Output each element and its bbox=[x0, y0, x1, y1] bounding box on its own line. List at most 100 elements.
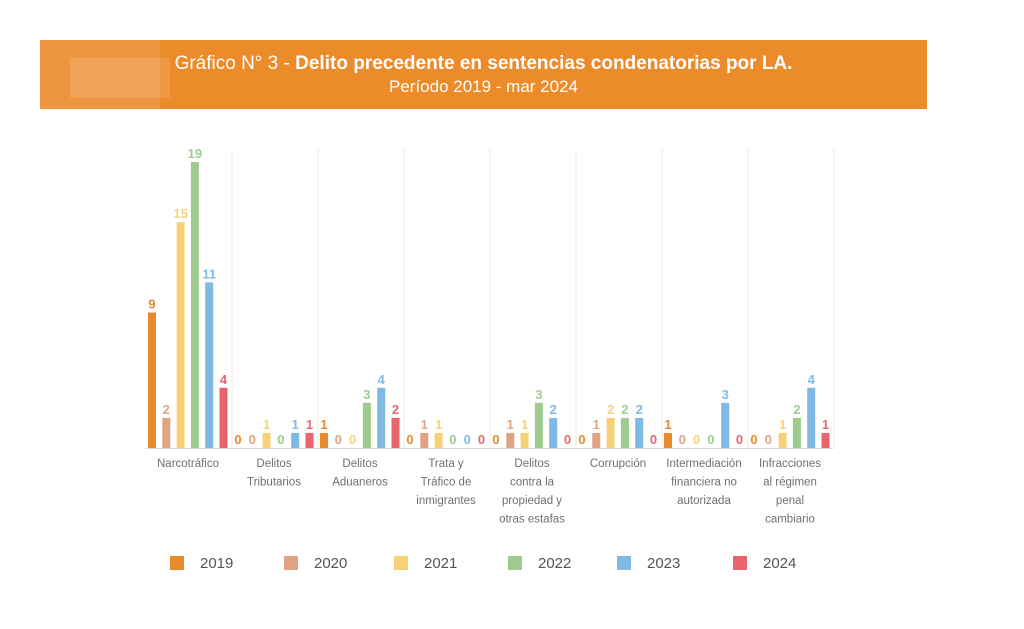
legend-label: 2023 bbox=[647, 555, 681, 572]
data-label-2020: 0 bbox=[335, 432, 342, 447]
data-label-2023: 4 bbox=[378, 372, 386, 387]
data-label-2019: 1 bbox=[664, 417, 671, 432]
legend-swatch bbox=[394, 556, 408, 570]
bar-2024 bbox=[391, 417, 400, 448]
legend-swatch bbox=[284, 556, 298, 570]
category-label: Aduaneros bbox=[332, 477, 388, 489]
data-label-2019: 0 bbox=[234, 432, 241, 447]
category-label: Delitos bbox=[342, 458, 377, 470]
bar-2021 bbox=[778, 432, 787, 448]
data-label-2020: 0 bbox=[249, 432, 256, 447]
legend-swatch bbox=[733, 556, 747, 570]
data-label-2023: 2 bbox=[550, 402, 557, 417]
data-label-2020: 0 bbox=[679, 432, 686, 447]
data-label-2021: 1 bbox=[521, 417, 528, 432]
bar-2023 bbox=[291, 432, 300, 448]
bar-2023 bbox=[635, 417, 644, 448]
banner-decoration bbox=[70, 58, 170, 98]
bar-2019 bbox=[664, 432, 672, 448]
bar-2024 bbox=[219, 387, 228, 448]
bar-2022 bbox=[362, 402, 371, 448]
chart-title-prefix: Gráfico N° 3 - bbox=[174, 53, 296, 74]
data-label-2022: 3 bbox=[535, 387, 542, 402]
data-label-2019: 0 bbox=[578, 432, 585, 447]
data-label-2019: 1 bbox=[320, 417, 327, 432]
category-label: propiedad y bbox=[502, 495, 562, 507]
category-label: autorizada bbox=[677, 495, 731, 507]
data-label-2020: 0 bbox=[765, 432, 772, 447]
data-label-2019: 0 bbox=[750, 432, 757, 447]
data-label-2021: 2 bbox=[607, 402, 614, 417]
data-label-2024: 0 bbox=[736, 432, 743, 447]
bar-2024 bbox=[305, 432, 314, 448]
data-label-2022: 2 bbox=[793, 402, 800, 417]
bar-2019 bbox=[148, 312, 156, 448]
data-label-2021: 1 bbox=[779, 417, 786, 432]
category-label: financiera no bbox=[671, 477, 737, 489]
data-label-2024: 1 bbox=[822, 417, 829, 432]
data-label-2022: 19 bbox=[188, 146, 202, 161]
data-label-2020: 1 bbox=[507, 417, 514, 432]
bar-2022 bbox=[620, 417, 629, 448]
category-label: Narcotráfico bbox=[157, 458, 219, 470]
legend-swatch bbox=[617, 556, 631, 570]
data-label-2021: 0 bbox=[693, 432, 700, 447]
category-label: Intermediación bbox=[666, 458, 741, 470]
data-label-2024: 2 bbox=[392, 402, 399, 417]
bar-2023 bbox=[205, 282, 214, 448]
chart-title: Gráfico N° 3 - Delito precedente en sent… bbox=[40, 53, 927, 75]
legend-label: 2022 bbox=[538, 555, 572, 572]
data-label-2023: 11 bbox=[202, 266, 216, 281]
chart-legend: 2019 2020 2021 2022 2023 2024 bbox=[0, 555, 1024, 575]
bar-2023 bbox=[549, 417, 558, 448]
bar-2020 bbox=[162, 417, 171, 448]
bar-2022 bbox=[534, 402, 543, 448]
chart-title-bold: Delito precedente en sentencias condenat… bbox=[295, 53, 793, 74]
data-label-2020: 1 bbox=[421, 417, 428, 432]
category-label: Trata y bbox=[428, 458, 464, 470]
bar-2022 bbox=[190, 162, 199, 448]
legend-swatch bbox=[170, 556, 184, 570]
data-label-2023: 2 bbox=[636, 402, 643, 417]
data-label-2021: 15 bbox=[173, 206, 187, 221]
bar-2019 bbox=[320, 432, 328, 448]
category-label: al régimen bbox=[763, 477, 817, 489]
data-label-2024: 4 bbox=[220, 372, 228, 387]
legend-swatch bbox=[508, 556, 522, 570]
bar-2023 bbox=[721, 402, 730, 448]
bar-2020 bbox=[592, 432, 601, 448]
banner-decoration bbox=[40, 40, 160, 109]
data-label-2022: 3 bbox=[363, 387, 370, 402]
legend-label: 2024 bbox=[763, 555, 797, 572]
category-label: contra la bbox=[510, 477, 555, 489]
data-label-2021: 1 bbox=[435, 417, 442, 432]
data-label-2023: 3 bbox=[722, 387, 729, 402]
chart-title-banner: Gráfico N° 3 - Delito precedente en sent… bbox=[40, 40, 927, 109]
data-label-2024: 0 bbox=[478, 432, 485, 447]
bar-2020 bbox=[420, 432, 429, 448]
category-label: inmigrantes bbox=[416, 495, 476, 507]
category-label: Infracciones bbox=[759, 458, 821, 470]
bar-2023 bbox=[377, 387, 386, 448]
bar-2021 bbox=[262, 432, 271, 448]
category-label: otras estafas bbox=[499, 514, 565, 526]
data-label-2022: 0 bbox=[277, 432, 284, 447]
data-label-2019: 0 bbox=[492, 432, 499, 447]
data-label-2020: 1 bbox=[593, 417, 600, 432]
data-label-2020: 2 bbox=[163, 402, 170, 417]
bar-2023 bbox=[807, 387, 816, 448]
legend-label: 2021 bbox=[424, 555, 458, 572]
legend-label: 2020 bbox=[314, 555, 348, 572]
category-label: Tráfico de bbox=[421, 477, 472, 489]
category-label: Delitos bbox=[514, 458, 549, 470]
data-label-2022: 0 bbox=[707, 432, 714, 447]
category-label: Corrupción bbox=[590, 458, 646, 470]
data-label-2022: 2 bbox=[621, 402, 628, 417]
data-label-2023: 4 bbox=[808, 372, 816, 387]
legend-label: 2019 bbox=[200, 555, 234, 572]
chart-subtitle: Período 2019 - mar 2024 bbox=[388, 77, 578, 96]
category-label: cambiario bbox=[765, 514, 815, 526]
data-label-2023: 0 bbox=[464, 432, 471, 447]
bar-2024 bbox=[821, 432, 830, 448]
